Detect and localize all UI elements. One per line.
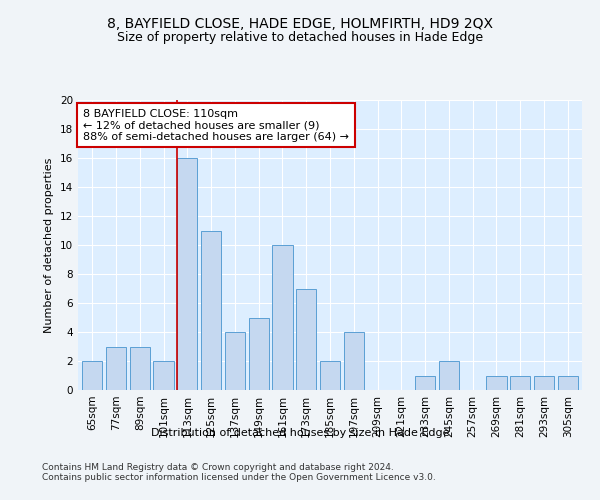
Bar xyxy=(320,361,340,390)
Bar xyxy=(177,158,197,390)
Bar xyxy=(296,288,316,390)
Bar xyxy=(201,230,221,390)
Bar xyxy=(248,318,269,390)
Bar xyxy=(154,361,173,390)
Bar xyxy=(510,376,530,390)
Bar xyxy=(106,346,126,390)
Text: Size of property relative to detached houses in Hade Edge: Size of property relative to detached ho… xyxy=(117,31,483,44)
Text: Contains public sector information licensed under the Open Government Licence v3: Contains public sector information licen… xyxy=(42,474,436,482)
Bar xyxy=(344,332,364,390)
Text: Distribution of detached houses by size in Hade Edge: Distribution of detached houses by size … xyxy=(151,428,449,438)
Bar xyxy=(225,332,245,390)
Bar xyxy=(557,376,578,390)
Bar xyxy=(130,346,150,390)
Text: 8, BAYFIELD CLOSE, HADE EDGE, HOLMFIRTH, HD9 2QX: 8, BAYFIELD CLOSE, HADE EDGE, HOLMFIRTH,… xyxy=(107,18,493,32)
Bar xyxy=(82,361,103,390)
Text: 8 BAYFIELD CLOSE: 110sqm
← 12% of detached houses are smaller (9)
88% of semi-de: 8 BAYFIELD CLOSE: 110sqm ← 12% of detach… xyxy=(83,108,349,142)
Bar xyxy=(534,376,554,390)
Bar xyxy=(439,361,459,390)
Bar xyxy=(487,376,506,390)
Bar xyxy=(272,245,293,390)
Bar xyxy=(415,376,435,390)
Text: Contains HM Land Registry data © Crown copyright and database right 2024.: Contains HM Land Registry data © Crown c… xyxy=(42,464,394,472)
Y-axis label: Number of detached properties: Number of detached properties xyxy=(44,158,55,332)
